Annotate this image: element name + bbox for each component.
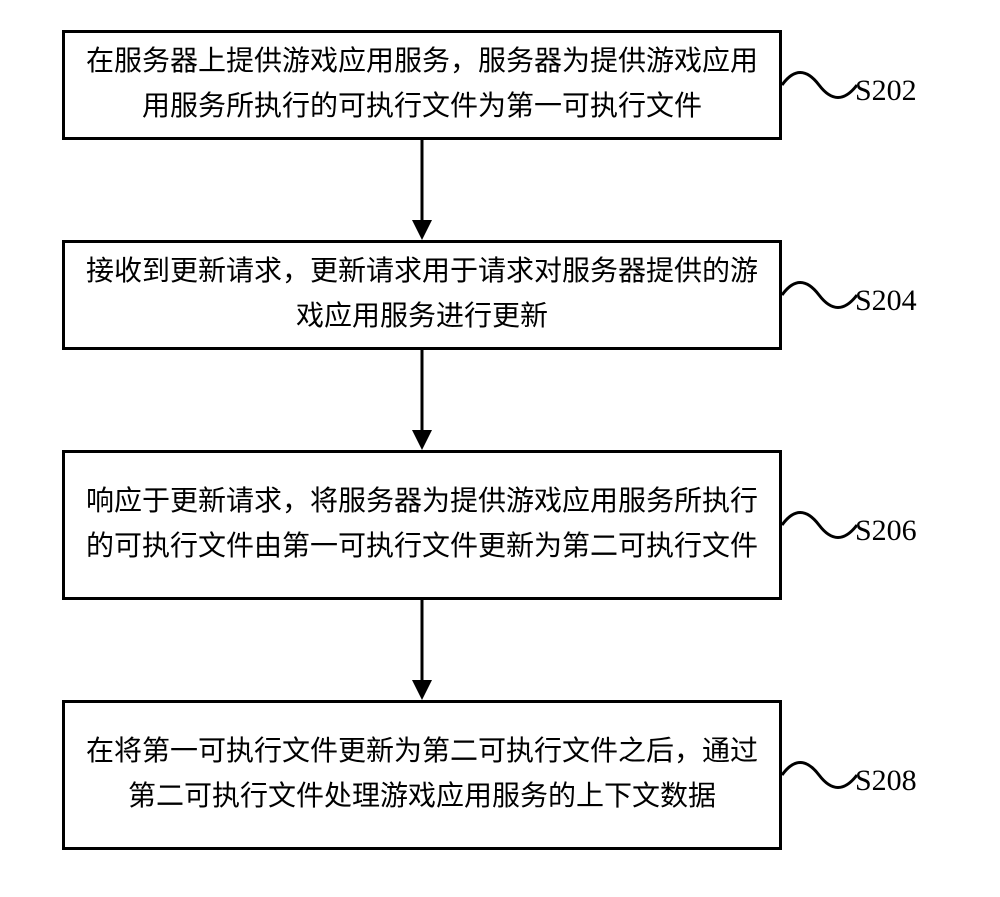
curve-2 bbox=[782, 270, 857, 325]
step-box-2: 接收到更新请求，更新请求用于请求对服务器提供的游戏应用服务进行更新 bbox=[62, 240, 782, 350]
step-text-4: 在将第一可执行文件更新为第二可执行文件之后，通过第二可执行文件处理游戏应用服务的… bbox=[85, 730, 759, 820]
step-box-3: 响应于更新请求，将服务器为提供游戏应用服务所执行的可执行文件由第一可执行文件更新… bbox=[62, 450, 782, 600]
step-box-1: 在服务器上提供游戏应用服务，服务器为提供游戏应用用服务所执行的可执行文件为第一可… bbox=[62, 30, 782, 140]
step-label-4: S208 bbox=[855, 764, 917, 798]
step-text-1: 在服务器上提供游戏应用服务，服务器为提供游戏应用用服务所执行的可执行文件为第一可… bbox=[85, 40, 759, 130]
arrow-1 bbox=[407, 140, 437, 240]
step-box-4: 在将第一可执行文件更新为第二可执行文件之后，通过第二可执行文件处理游戏应用服务的… bbox=[62, 700, 782, 850]
step-text-2: 接收到更新请求，更新请求用于请求对服务器提供的游戏应用服务进行更新 bbox=[85, 250, 759, 340]
curve-3 bbox=[782, 500, 857, 555]
curve-4 bbox=[782, 750, 857, 805]
arrow-2 bbox=[407, 350, 437, 450]
step-text-3: 响应于更新请求，将服务器为提供游戏应用服务所执行的可执行文件由第一可执行文件更新… bbox=[85, 480, 759, 570]
curve-1 bbox=[782, 60, 857, 115]
flowchart-container: 在服务器上提供游戏应用服务，服务器为提供游戏应用用服务所执行的可执行文件为第一可… bbox=[0, 0, 1000, 897]
step-label-2: S204 bbox=[855, 284, 917, 318]
step-label-1: S202 bbox=[855, 74, 917, 108]
step-label-3: S206 bbox=[855, 514, 917, 548]
arrow-3 bbox=[407, 600, 437, 700]
